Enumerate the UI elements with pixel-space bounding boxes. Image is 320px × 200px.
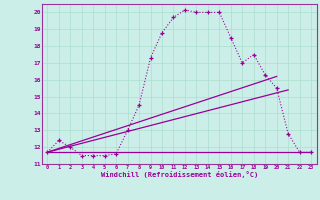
X-axis label: Windchill (Refroidissement éolien,°C): Windchill (Refroidissement éolien,°C) [100, 171, 258, 178]
